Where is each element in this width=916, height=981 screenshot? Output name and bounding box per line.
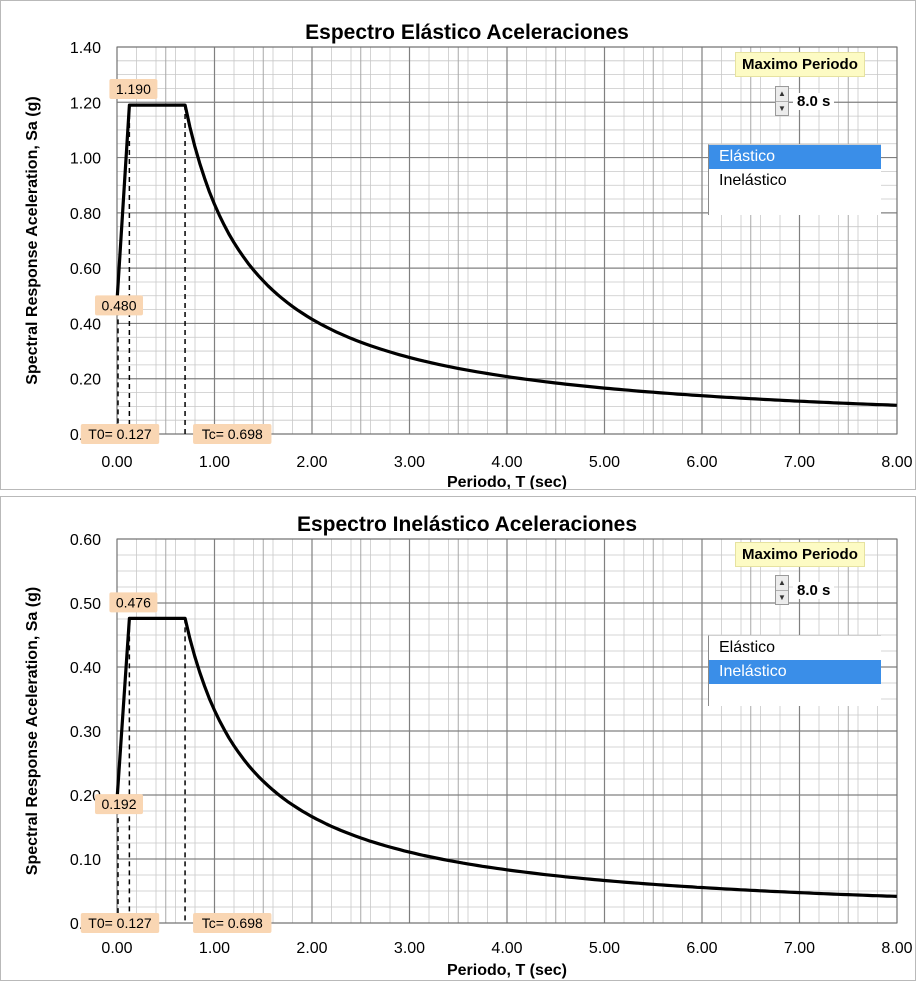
y-tick-label: 0.30 xyxy=(70,724,101,741)
list-item-inelastico[interactable]: Inelástico xyxy=(709,660,881,684)
tc-label: Tc= 0.698 xyxy=(202,915,263,931)
tc-label-bg xyxy=(193,424,272,444)
y-tick-label: 1.00 xyxy=(70,151,101,168)
x-axis-title: Periodo, T (sec) xyxy=(447,474,567,489)
inelastic-spectrum-panel: 0.001.002.003.004.005.006.007.008.000.00… xyxy=(0,496,916,981)
y-tick-label: 0.60 xyxy=(70,261,101,278)
peak-value-label: 1.190 xyxy=(116,81,151,97)
list-item-elastico[interactable]: Elástico xyxy=(719,639,776,656)
spectrum-curve xyxy=(115,616,897,898)
y-tick-label: 0.10 xyxy=(70,852,101,869)
x-tick-label: 3.00 xyxy=(394,940,425,957)
x-tick-label: 1.00 xyxy=(199,940,230,957)
t0-label: T0= 0.127 xyxy=(88,426,152,442)
y-tick-label: 0.50 xyxy=(70,596,101,613)
inelastic-spectrum-chart: 0.001.002.003.004.005.006.007.008.000.00… xyxy=(24,513,913,979)
spectrum-type-listbox[interactable]: Elástico Inelástico xyxy=(708,144,881,215)
x-tick-label: 4.00 xyxy=(491,940,522,957)
spin-down-icon[interactable]: ▼ xyxy=(776,589,788,605)
x-tick-label: 7.00 xyxy=(784,454,815,471)
peak-value-label-bg xyxy=(109,79,158,100)
y-axis-title: Spectral Response Aceleration, Sa (g) xyxy=(24,96,41,384)
chart-title: Espectro Elástico Aceleraciones xyxy=(305,21,629,44)
max-period-spinner[interactable]: ▲ ▼ 8.0 s xyxy=(775,575,835,605)
max-period-value: 8.0 s xyxy=(793,581,835,599)
spectrum-curve xyxy=(115,103,897,407)
x-tick-label: 7.00 xyxy=(784,940,815,957)
x-tick-label: 0.00 xyxy=(101,454,132,471)
x-tick-label: 5.00 xyxy=(589,454,620,471)
x-tick-label: 5.00 xyxy=(589,940,620,957)
max-period-title: Maximo Periodo xyxy=(735,52,865,77)
y-axis-title: Spectral Response Aceleration, Sa (g) xyxy=(24,587,41,875)
y-tick-label: 0.80 xyxy=(70,206,101,223)
x-tick-label: 4.00 xyxy=(491,454,522,471)
y-tick-label: 1.40 xyxy=(70,40,101,57)
x-tick-label: 1.00 xyxy=(199,454,230,471)
y-tick-label: 0.20 xyxy=(70,788,101,805)
tc-label: Tc= 0.698 xyxy=(202,426,263,442)
t0-label-bg xyxy=(80,424,160,444)
x-tick-label: 0.00 xyxy=(101,940,132,957)
y-tick-label: 0.60 xyxy=(70,532,101,549)
max-period-spinner[interactable]: ▲ ▼ 8.0 s xyxy=(775,86,835,116)
x-tick-label: 2.00 xyxy=(296,454,327,471)
peak-value-label-bg xyxy=(109,592,158,613)
x-tick-label: 6.00 xyxy=(686,454,717,471)
t0-label-bg xyxy=(80,913,160,933)
x-tick-label: 8.00 xyxy=(881,940,912,957)
x-tick-label: 6.00 xyxy=(686,940,717,957)
max-period-value: 8.0 s xyxy=(793,92,835,110)
spectrum-type-listbox[interactable]: Elástico Inelástico xyxy=(708,635,881,706)
spinner-buttons[interactable]: ▲ ▼ xyxy=(775,86,789,116)
elastic-spectrum-panel: 0.001.002.003.004.005.006.007.008.000.00… xyxy=(0,0,916,490)
tc-label-bg xyxy=(193,913,272,933)
peak-value-label: 0.476 xyxy=(116,594,151,610)
start-value-label: 0.480 xyxy=(101,297,136,313)
start-value-label-bg xyxy=(95,794,143,815)
y-tick-label: 1.20 xyxy=(70,95,101,112)
chart-title: Espectro Inelástico Aceleraciones xyxy=(297,513,637,536)
x-tick-label: 3.00 xyxy=(394,454,425,471)
y-tick-label: 0.20 xyxy=(70,372,101,389)
x-axis-title: Periodo, T (sec) xyxy=(447,962,567,979)
max-period-title: Maximo Periodo xyxy=(735,542,865,567)
list-item-inelastico[interactable]: Inelástico xyxy=(719,172,787,189)
x-tick-label: 2.00 xyxy=(296,940,327,957)
plot-frame xyxy=(116,46,898,435)
spin-down-icon[interactable]: ▼ xyxy=(776,100,788,116)
start-value-label: 0.192 xyxy=(101,796,136,812)
y-tick-label: 0.40 xyxy=(70,660,101,677)
x-tick-label: 8.00 xyxy=(881,454,912,471)
y-tick-label: 0.40 xyxy=(70,316,101,333)
start-value-label-bg xyxy=(95,295,143,316)
spin-up-icon[interactable]: ▲ xyxy=(778,89,786,98)
list-item-elastico[interactable]: Elástico xyxy=(709,145,881,169)
t0-label: T0= 0.127 xyxy=(88,915,152,931)
plot-frame xyxy=(116,538,898,924)
spin-up-icon[interactable]: ▲ xyxy=(778,578,786,587)
spinner-buttons[interactable]: ▲ ▼ xyxy=(775,575,789,605)
